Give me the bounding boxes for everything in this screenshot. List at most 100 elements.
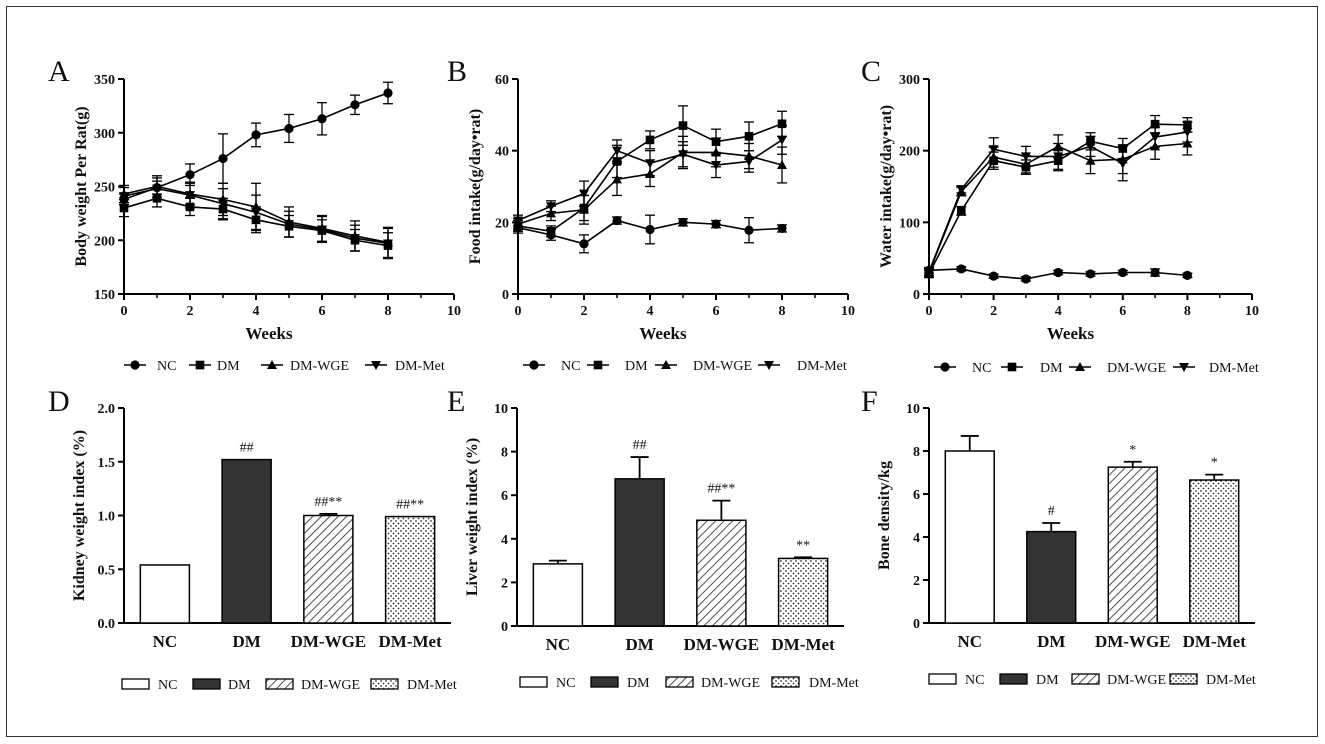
legend-swatch-d [192, 678, 221, 690]
y-tick-label-a: 150 [94, 288, 115, 303]
category-label-e: DM-WGE [684, 635, 760, 654]
data-point-c-dm-met [1053, 152, 1064, 162]
legend-marker-c [1007, 362, 1017, 372]
legend-label-b: DM [625, 359, 648, 374]
category-label-d: DM-Met [379, 632, 443, 651]
legend-marker-b [593, 360, 603, 370]
legend-label-b: DM-Met [797, 359, 847, 374]
data-point-b-dm-wge [612, 174, 622, 184]
data-point-c-nc [1085, 269, 1096, 279]
y-tick-label-c: 200 [899, 145, 920, 160]
y-axis-title-b: Food intake(g/day•rat) [467, 109, 484, 264]
data-point-a-nc [185, 170, 195, 180]
bar-e-dm [614, 478, 665, 627]
legend-label-a: DM-WGE [290, 359, 349, 374]
legend-swatch-e [771, 676, 800, 688]
data-point-c-nc [1150, 267, 1160, 278]
legend-marker-a [195, 360, 205, 370]
y-tick-label-e: 4 [501, 533, 508, 548]
bar-e-dm-met [777, 557, 829, 627]
data-point-c-dm-met [1020, 152, 1031, 162]
legend-label-e: DM [627, 676, 650, 691]
y-tick-label-f: 10 [906, 402, 920, 417]
panel-letter-c: C [861, 55, 881, 88]
x-tick-label-a: 10 [447, 304, 461, 319]
significance-label-d: ## [240, 441, 254, 456]
data-point-b-dm [678, 121, 688, 130]
legend-swatch-f [999, 673, 1028, 685]
data-point-c-dm [957, 206, 966, 216]
data-point-b-dm-met [678, 150, 688, 160]
data-point-a-dm-met [317, 225, 327, 235]
x-tick-label-c: 6 [1119, 304, 1126, 319]
x-tick-label-c: 2 [990, 304, 997, 319]
data-point-b-dm [645, 135, 655, 145]
category-label-e: DM [625, 635, 653, 654]
y-tick-label-c: 0 [913, 288, 920, 303]
x-axis-title-b: Weeks [639, 324, 687, 343]
legend-marker-b [529, 360, 539, 370]
y-tick-label-b: 0 [502, 288, 509, 303]
legend-label-b: DM-WGE [693, 359, 752, 374]
significance-label-e: ##** [707, 482, 735, 497]
panel-letter-b: B [447, 55, 467, 88]
legend-marker-b [661, 360, 671, 369]
x-tick-label-a: 0 [121, 304, 128, 319]
y-axis-title-a: Body weight Per Rat(g) [73, 106, 90, 266]
category-label-f: DM [1037, 632, 1065, 651]
y-tick-label-d: 1.5 [98, 456, 116, 471]
panel-letter-a: A [48, 55, 70, 88]
data-point-b-nc [678, 217, 688, 227]
data-point-c-nc [956, 264, 966, 274]
data-point-a-dm-met [350, 234, 360, 244]
legend-marker-c [940, 362, 950, 372]
data-point-b-nc [711, 219, 721, 229]
figure-frame: A 150 200 250 300 350 0 2 4 6 8 10 Weeks Body weight … [6, 6, 1318, 737]
data-point-c-dm-met [1182, 128, 1193, 138]
data-point-b-nc [579, 239, 589, 249]
x-tick-label-b: 0 [515, 304, 522, 319]
legend-label-d: DM-Met [407, 678, 457, 693]
legend-marker-c [1075, 362, 1085, 371]
legend-label-c: DM [1040, 361, 1063, 376]
x-tick-label-c: 0 [926, 304, 933, 319]
legend-swatch-d [265, 678, 294, 690]
bar-f-dm [1026, 530, 1077, 624]
data-point-a-dm-met [383, 239, 393, 249]
y-tick-label-d: 0.0 [98, 617, 116, 632]
significance-label-f: # [1048, 504, 1055, 519]
bar-f-dm-met [1189, 479, 1240, 624]
legend-marker-b [764, 361, 774, 370]
y-tick-label-e: 10 [494, 402, 508, 417]
bar-d-dm-met [384, 515, 436, 624]
legend-label-a: DM [217, 359, 240, 374]
y-tick-label-e: 8 [501, 446, 508, 461]
data-point-c-nc [1182, 270, 1192, 280]
legend-label-e: DM-WGE [701, 676, 760, 691]
data-point-c-dm-met [988, 145, 999, 155]
data-point-c-dm-met [1150, 133, 1161, 143]
y-tick-label-e: 0 [501, 620, 508, 635]
bar-e-dm-wge [696, 519, 747, 627]
x-axis-title-c: Weeks [1047, 324, 1095, 343]
category-label-d: DM [232, 632, 260, 651]
legend-label-e: NC [556, 676, 575, 691]
data-point-c-nc [1021, 274, 1031, 284]
data-point-b-nc [645, 224, 655, 235]
data-point-c-dm-wge [1182, 138, 1193, 148]
y-tick-label-d: 1.0 [98, 510, 116, 525]
significance-label-e: ** [796, 538, 810, 553]
y-axis-title-f: Bone density/kg [876, 461, 893, 570]
data-point-a-nc [350, 100, 360, 110]
significance-label-d: ##** [314, 495, 342, 510]
data-point-b-nc [744, 225, 754, 235]
y-axis-title-c: Water intake(g/day•rat) [878, 105, 895, 268]
y-tick-label-c: 300 [899, 73, 920, 88]
data-point-b-dm-met [711, 161, 721, 170]
x-tick-label-c: 4 [1055, 304, 1062, 319]
bar-f-nc [944, 450, 995, 624]
panel-letter-f: F [861, 385, 878, 418]
y-tick-label-d: 2.0 [98, 402, 116, 417]
x-tick-label-b: 4 [647, 304, 654, 319]
